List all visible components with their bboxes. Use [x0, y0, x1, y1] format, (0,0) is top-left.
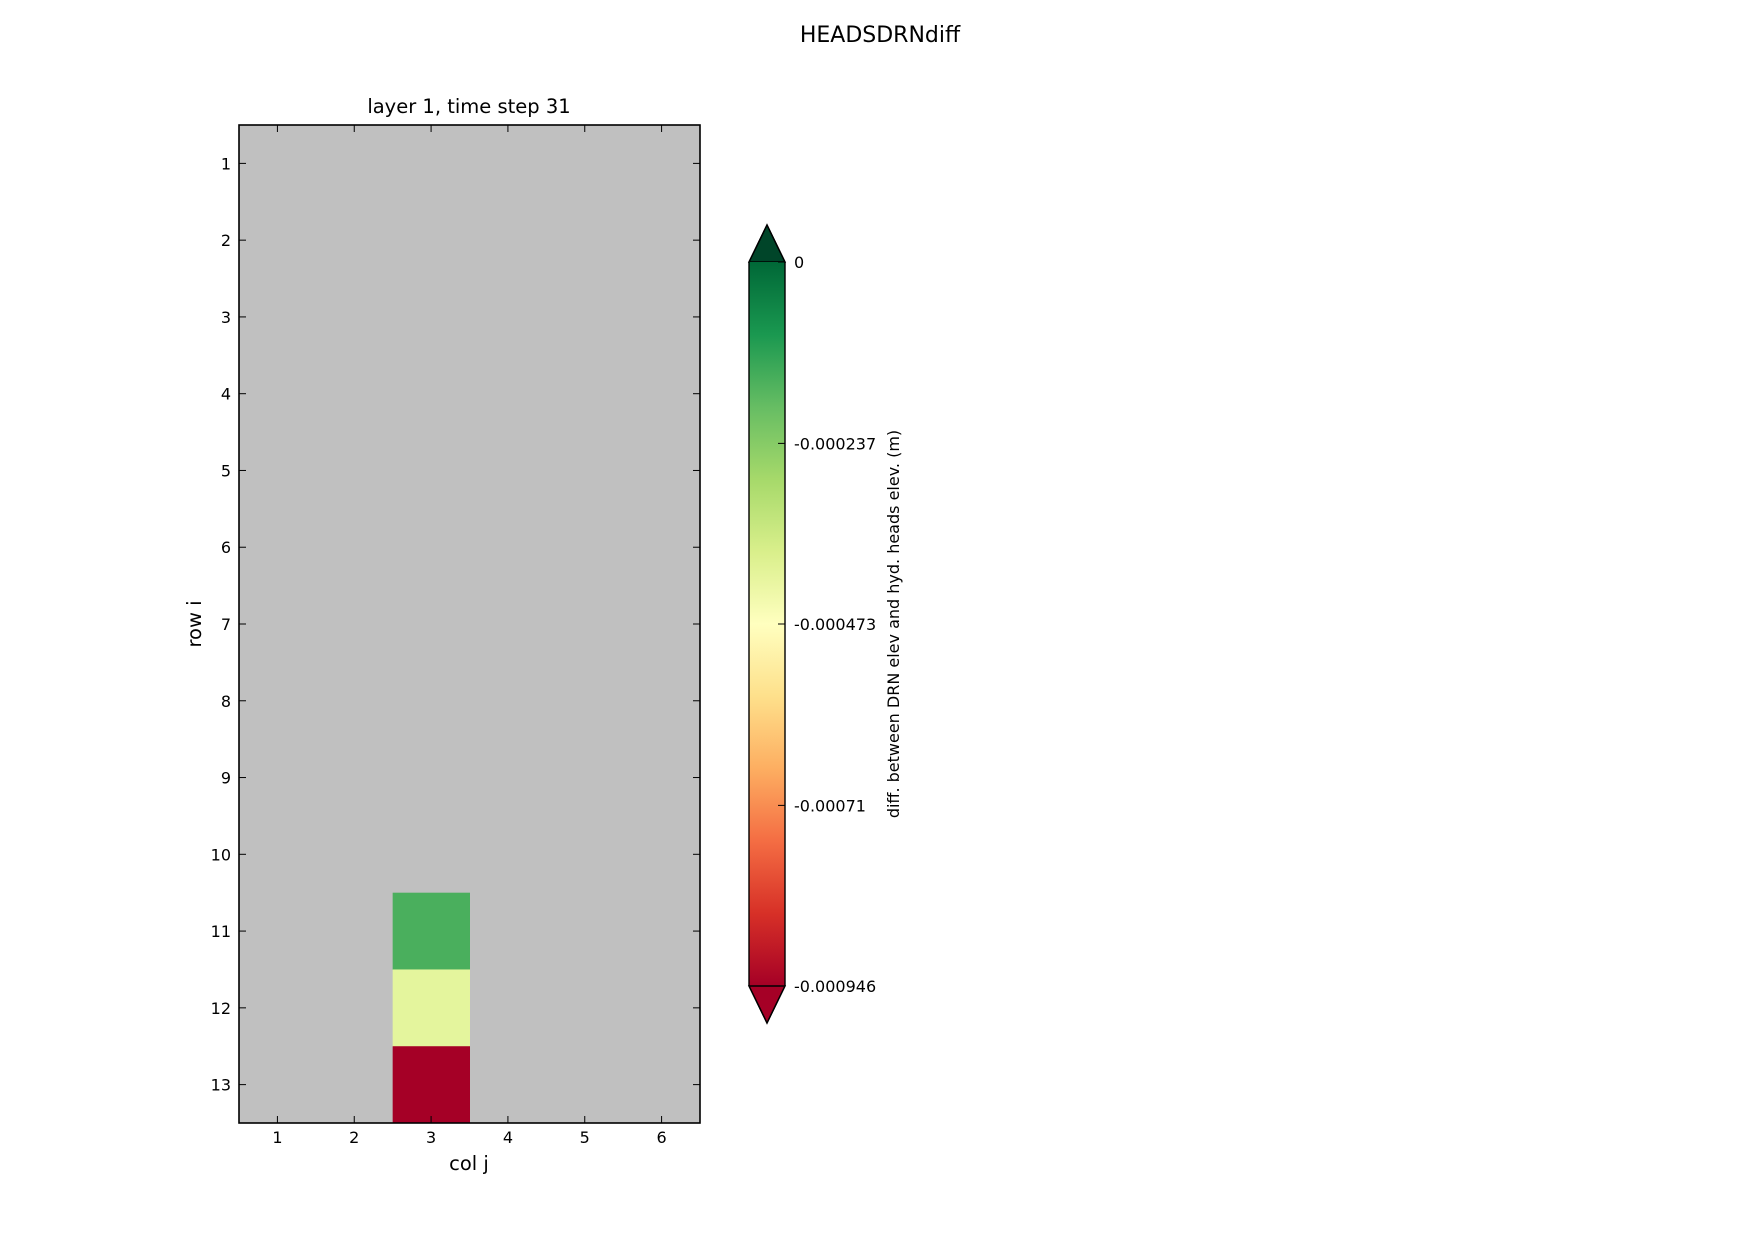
x-tick-label: 4 [503, 1128, 513, 1147]
heatmap-cell-r11-c3 [392, 892, 470, 970]
y-tick-label: 2 [221, 231, 231, 250]
x-tick-label: 6 [656, 1128, 666, 1147]
y-tick-label: 9 [221, 769, 231, 788]
colorbar-tick-label: 0 [794, 253, 804, 272]
x-tick-label: 5 [580, 1128, 590, 1147]
x-tick-label: 1 [272, 1128, 282, 1147]
colorbar-tick-label: -0.000237 [794, 434, 876, 453]
x-tick-label: 3 [426, 1128, 436, 1147]
colorbar-lower-extension [747, 985, 787, 1025]
colorbar: 0 -0.000237 -0.000473 -0.00071 -0.000946 dif… [747, 223, 903, 1025]
subplot-title: layer 1, time step 31 [367, 95, 570, 118]
y-tick-label: 3 [221, 308, 231, 327]
heatmap-cell-r13-c3 [392, 1046, 470, 1124]
heatmap-cell-r12-c3 [392, 969, 470, 1047]
colorbar-label: diff. between DRN elev and hyd. heads el… [884, 430, 903, 818]
y-tick-label: 10 [211, 845, 231, 864]
figure-title: HEADSDRNdiff [800, 23, 961, 48]
y-tick-label: 1 [221, 154, 231, 173]
x-axis-ticks: 1 2 3 4 5 6 [272, 125, 667, 1147]
colorbar-ticks: 0 -0.000237 -0.000473 -0.00071 -0.000946 [778, 253, 876, 996]
x-tick-label: 2 [349, 1128, 359, 1147]
colorbar-upper-extension [747, 223, 787, 263]
y-tick-label: 8 [221, 692, 231, 711]
y-tick-label: 12 [211, 999, 231, 1018]
colorbar-tick-label: -0.000473 [794, 615, 876, 634]
y-tick-label: 6 [221, 538, 231, 557]
x-axis-label: col j [449, 1152, 489, 1175]
y-axis-label: row i [183, 600, 206, 647]
y-tick-label: 13 [211, 1076, 231, 1095]
y-tick-label: 7 [221, 615, 231, 634]
heatmap-cells [392, 892, 470, 1124]
y-tick-label: 5 [221, 461, 231, 480]
colorbar-tick-label: -0.000946 [794, 977, 876, 996]
colorbar-tick-label: -0.00071 [794, 796, 866, 815]
y-tick-label: 11 [211, 922, 231, 941]
y-tick-label: 4 [221, 385, 231, 404]
